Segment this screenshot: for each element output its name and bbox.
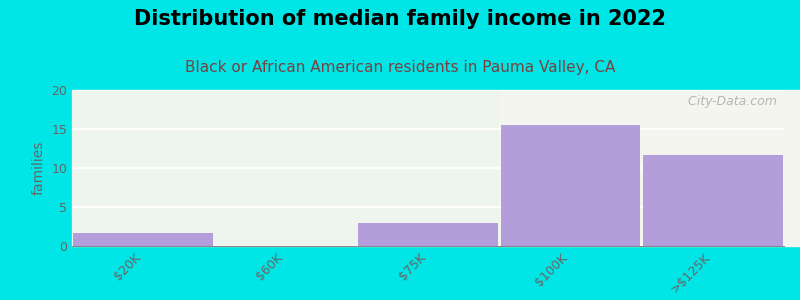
Y-axis label: families: families bbox=[32, 141, 46, 195]
Text: Black or African American residents in Pauma Valley, CA: Black or African American residents in P… bbox=[185, 60, 615, 75]
Bar bbox=[74, 233, 213, 246]
Bar bbox=[499, 90, 800, 246]
Text: Distribution of median family income in 2022: Distribution of median family income in … bbox=[134, 9, 666, 29]
Text: City-Data.com: City-Data.com bbox=[680, 95, 777, 108]
Bar bbox=[72, 90, 499, 246]
Bar bbox=[358, 223, 498, 246]
Bar bbox=[643, 155, 782, 246]
Bar bbox=[501, 125, 640, 246]
